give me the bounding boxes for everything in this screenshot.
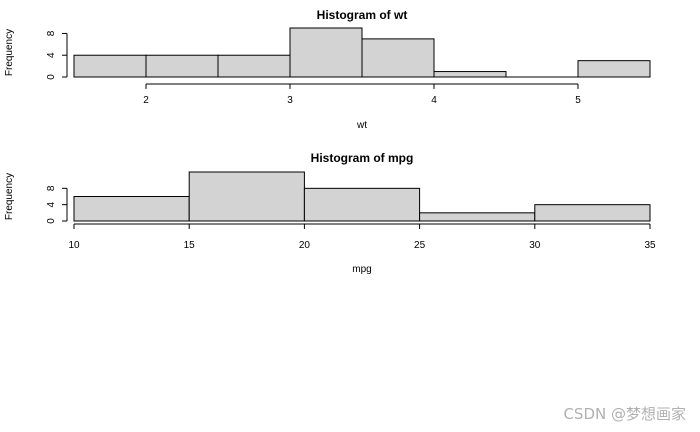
histogram-bar [433,71,507,78]
x-tick-label: 2 [143,95,149,106]
histogram-bar [145,54,219,78]
histogram-bar [361,38,435,78]
histogram-bar [73,54,147,78]
chart-title: Histogram of mpg [311,151,414,165]
y-tick-label: 8 [46,30,57,36]
y-tick-label: 0 [46,218,57,224]
histogram-bar [73,196,190,222]
x-axis-label: wt [356,120,367,131]
histogram-bar [188,171,305,222]
histogram-bar [303,187,421,222]
x-tick-label: 10 [68,240,80,251]
x-tick-label: 4 [431,95,437,106]
y-axis-label: Frequency [4,173,15,220]
histogram-bar [577,60,651,78]
x-tick-label: 20 [299,240,311,251]
chart-title: Histogram of wt [317,8,408,22]
y-tick-label: 8 [46,185,57,191]
x-tick-label: 35 [644,240,656,251]
x-tick-label: 15 [184,240,196,251]
histogram-bar [419,212,536,222]
watermark-text: CSDN @梦想画家 [563,405,686,423]
x-axis-label: mpg [352,264,371,275]
y-tick-label: 4 [46,52,57,58]
y-axis-label: Frequency [4,29,15,76]
x-tick-label: 25 [414,240,426,251]
histogram-bar [217,54,291,78]
y-tick-label: 0 [46,74,57,80]
x-tick-label: 5 [575,95,581,106]
x-tick-label: 30 [529,240,541,251]
histogram-bar [289,27,363,78]
histogram-bar [534,204,651,222]
x-tick-label: 3 [287,95,293,106]
y-tick-label: 4 [46,201,57,207]
